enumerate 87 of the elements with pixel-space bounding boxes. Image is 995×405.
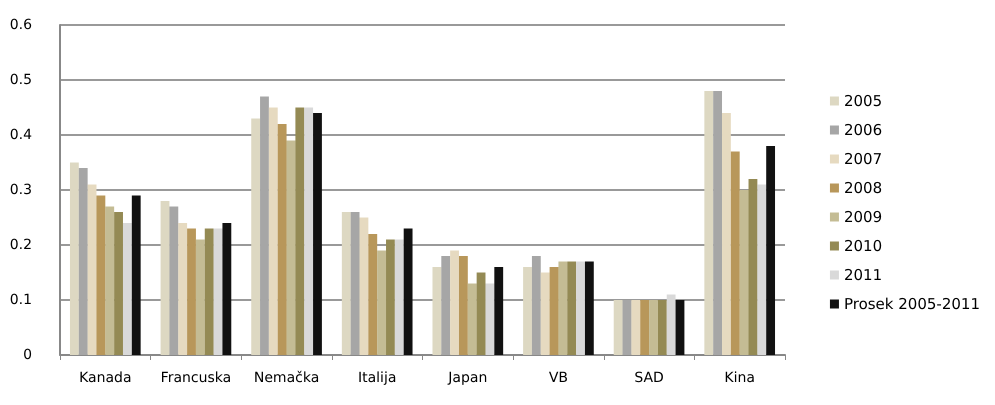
legend-label: 2007 [844,150,882,168]
bar [342,212,351,355]
bar [122,223,132,355]
bar [187,228,196,355]
bar [222,223,232,355]
bar [550,267,558,355]
bar [251,118,260,355]
y-tick-label: 0.5 [10,72,32,88]
bar [377,250,386,355]
bar [169,206,178,355]
bar [468,284,477,355]
bar [386,240,395,355]
y-tick-label: 0.3 [10,182,32,198]
bar [523,267,532,355]
bar [304,108,314,355]
bar [567,262,576,355]
bar [70,162,79,355]
bar [360,218,368,355]
y-tick-label: 0.1 [10,292,32,308]
bar [458,256,468,355]
bar [766,146,776,355]
y-tick-label: 0 [23,347,32,363]
x-tick-label: Francuska [160,370,232,386]
bar [114,212,123,355]
bar [404,228,413,355]
bar [722,113,731,355]
bar [494,267,504,355]
bar [450,250,459,355]
x-tick-label: Italija [358,370,396,386]
bar [160,201,170,355]
bar [584,262,594,355]
bar [704,91,714,355]
bar [313,113,322,355]
bar [196,240,205,355]
legend-label: 2010 [844,237,882,255]
legend-label: 2008 [844,179,882,197]
bar [485,284,494,355]
bar [622,300,632,355]
bar [441,256,450,355]
x-tick-label: Japan [447,370,488,386]
y-tick-label: 0.2 [10,237,32,253]
bar [649,300,658,355]
x-tick-label: SAD [634,370,664,386]
bar [214,228,222,355]
bar [295,108,304,355]
bar [640,300,650,355]
x-tick-label: Nemačka [254,370,320,386]
x-tick-label: VB [548,370,568,386]
bar [558,262,568,355]
bar [368,234,378,355]
x-tick-label: Kanada [79,370,132,386]
bar [132,196,141,355]
bar [78,168,88,355]
bar [88,184,96,355]
bar [350,212,360,355]
bar [713,91,722,355]
legend-label: Prosek 2005-2011 [844,295,980,313]
bar [394,240,404,355]
legend-label: 2006 [844,121,882,139]
y-tick-label: 0.4 [10,127,32,143]
bar [757,184,766,355]
bar [260,96,269,355]
bar [204,228,214,355]
legend-label: 2009 [844,208,882,226]
bar [540,272,550,355]
bar [748,179,758,355]
legend-label: 2005 [844,92,882,110]
bar [96,196,106,355]
bar [676,300,684,355]
bar [286,140,296,355]
bar [278,124,287,355]
legend-label: 2011 [844,266,882,284]
x-tick-label: Kina [724,370,755,386]
bar [666,294,676,355]
bar [740,190,749,355]
bar [178,223,188,355]
bar [476,272,486,355]
bar [268,108,278,355]
bar [614,300,623,355]
bar [105,206,114,355]
bar [730,152,740,355]
bar [432,267,442,355]
bar [658,300,667,355]
bar [631,300,640,355]
y-tick-label: 0.6 [10,17,32,33]
bar [532,256,541,355]
bar [576,262,585,355]
